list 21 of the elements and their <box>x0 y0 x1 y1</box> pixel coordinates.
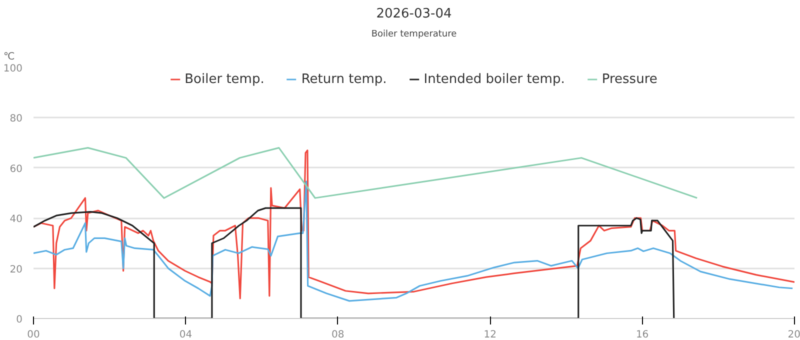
x-tick-label: 04 <box>179 330 192 340</box>
legend-label: Intended boiler temp. <box>424 72 565 86</box>
y-tick-label: 100 <box>3 64 23 74</box>
legend-label: Boiler temp. <box>184 72 264 86</box>
y-tick-label: 60 <box>10 164 23 175</box>
y-tick-label: 0 <box>16 314 23 326</box>
chart-subtitle: 2026-03-04 <box>376 6 452 22</box>
y-axis-title: ℃ <box>4 52 15 62</box>
legend-label: Pressure <box>602 72 658 86</box>
x-tick-label: 16 <box>636 330 649 340</box>
x-tick-label: 12 <box>484 330 496 340</box>
line-series <box>34 180 794 302</box>
x-tick-label: 08 <box>332 330 344 340</box>
line-series <box>34 207 675 318</box>
x-tick-label: 20 <box>788 330 800 340</box>
legend-label: Return temp. <box>301 72 387 86</box>
y-tick-label: 80 <box>10 114 23 125</box>
x-tick-label: 00 <box>27 330 40 340</box>
chart-title: Boiler temperature <box>371 30 458 40</box>
y-tick-label: 20 <box>10 264 23 276</box>
y-tick-label: 40 <box>10 214 23 226</box>
